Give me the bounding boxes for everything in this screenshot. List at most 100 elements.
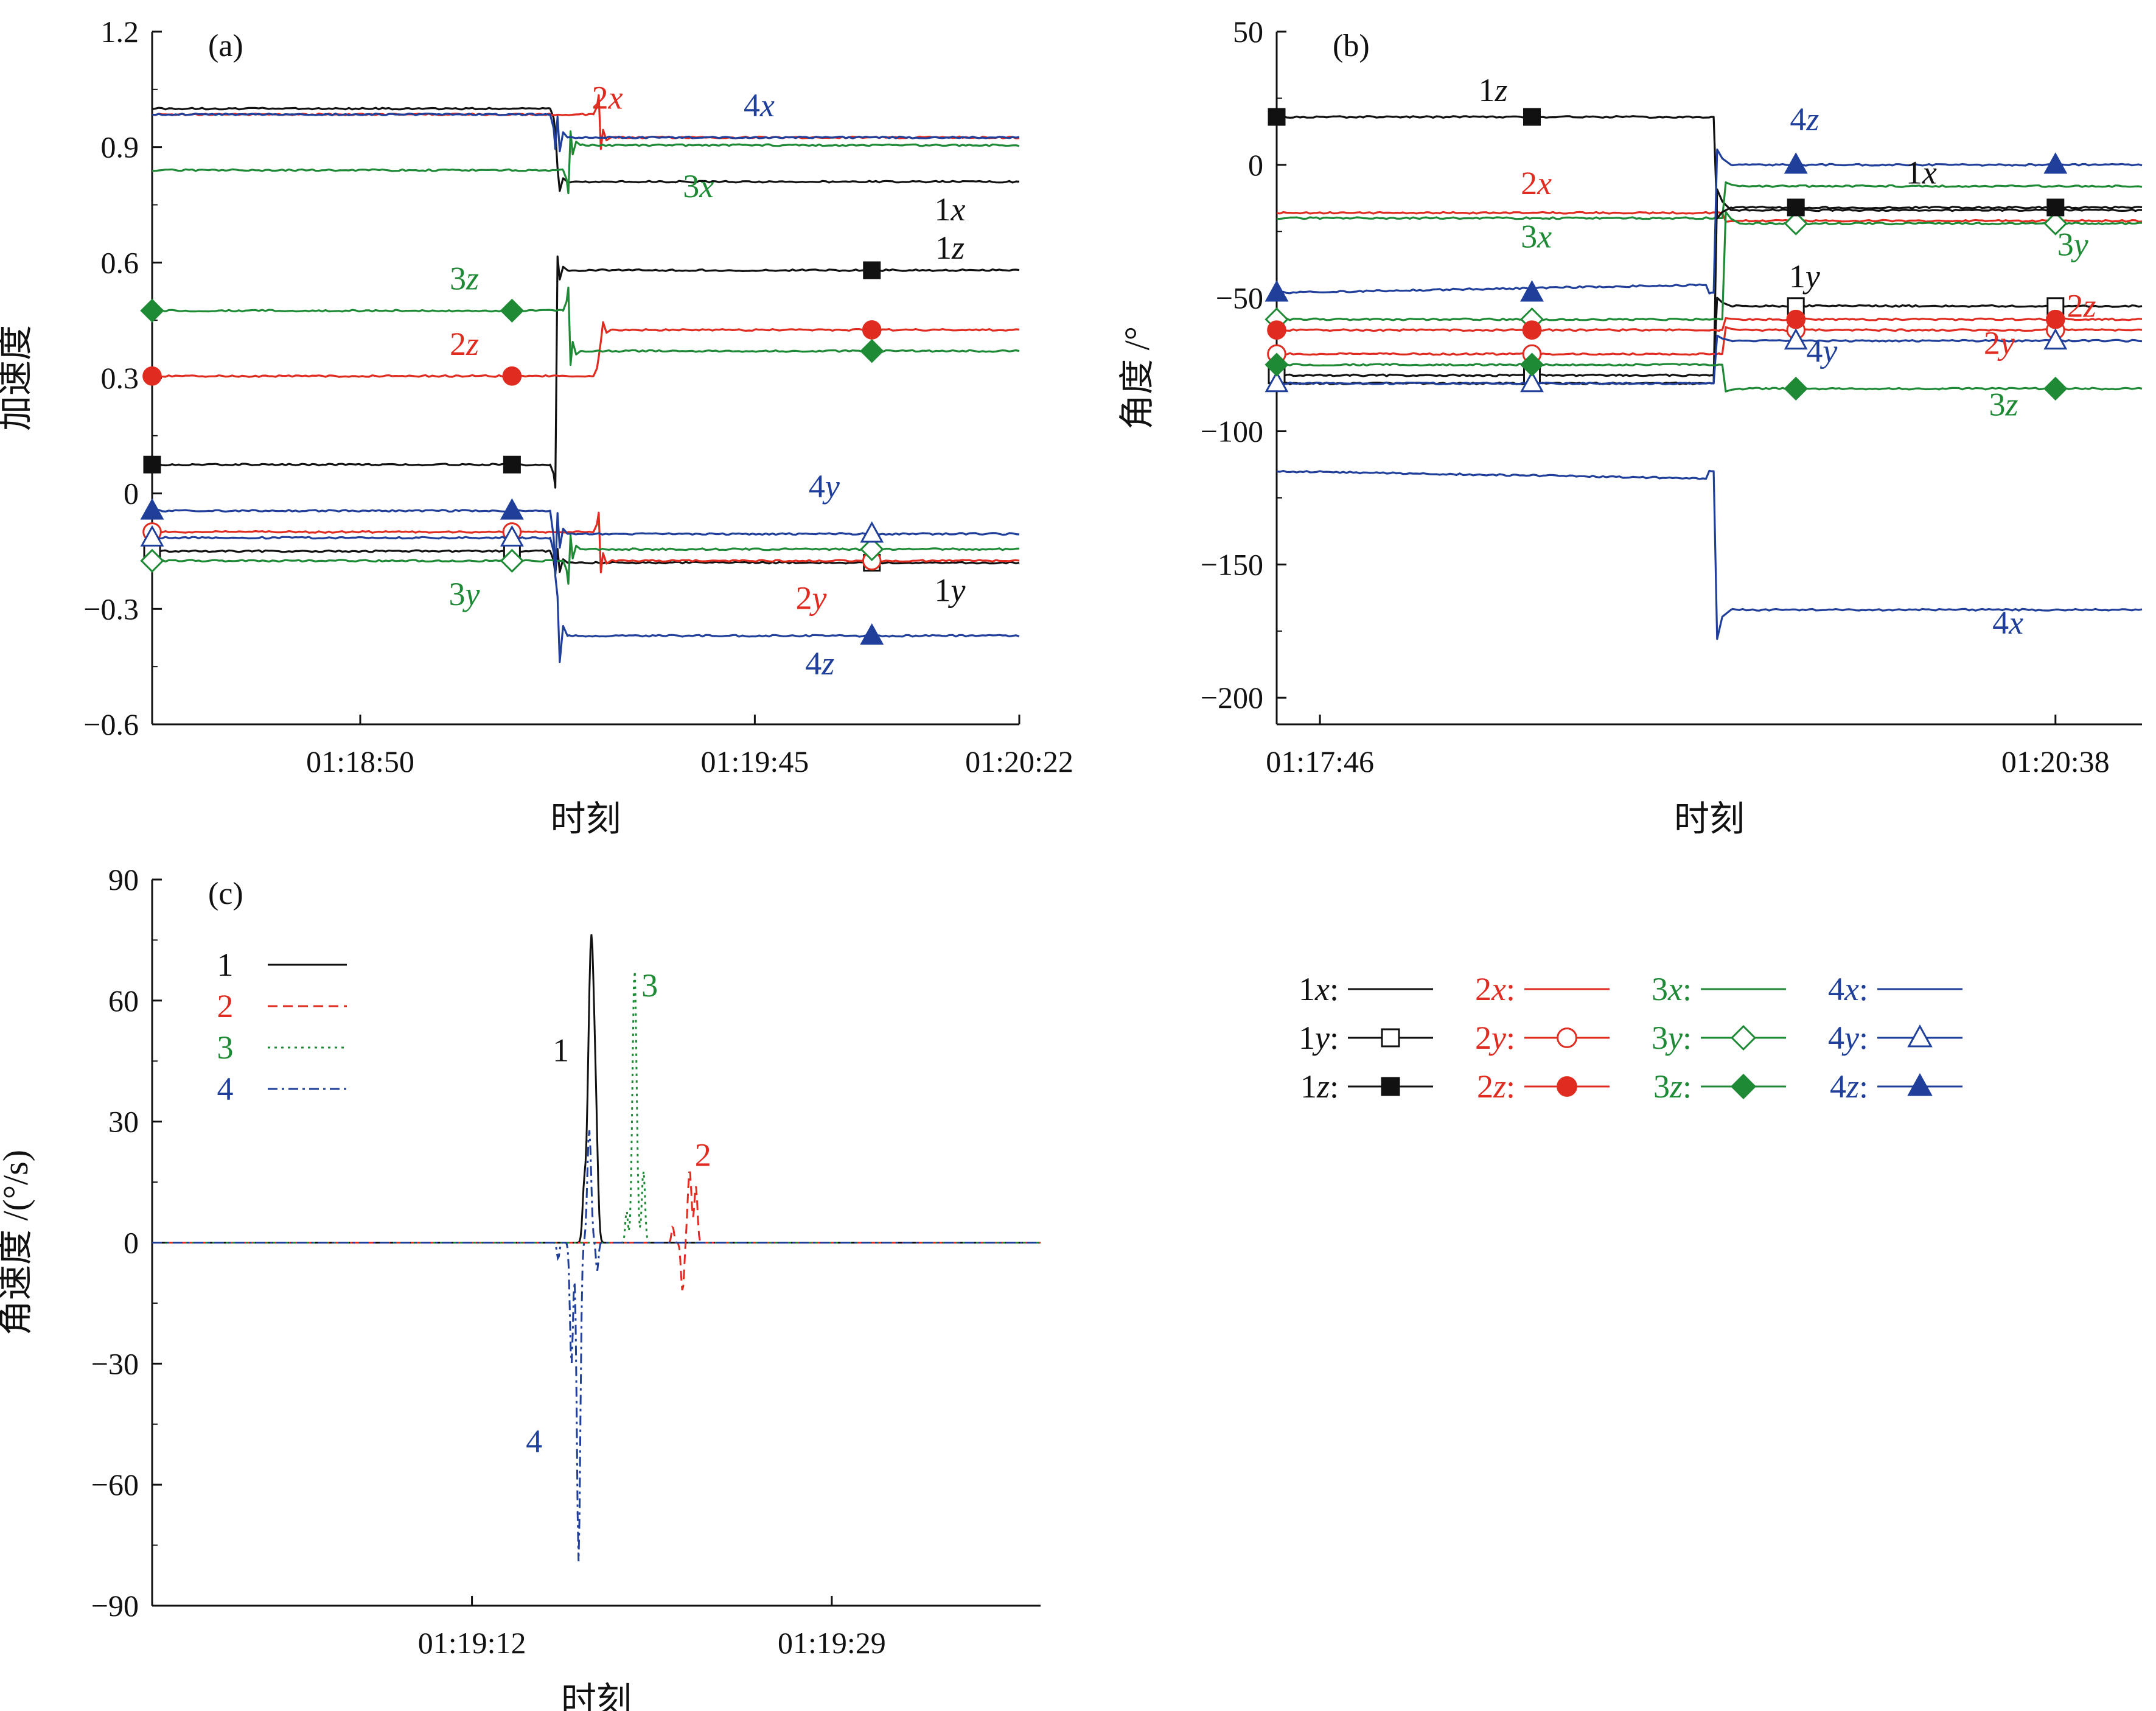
marker-4y (1784, 328, 1808, 350)
annotation-group: 1z 4z 2x 1x 3x 3y 1y 2z 2y 4y 3z 4x (1478, 72, 2096, 641)
marker-4y (1520, 371, 1544, 393)
y-tick-label: 1.2 (101, 15, 139, 49)
legend-label: 1 (217, 946, 234, 983)
marker-1z (2046, 198, 2065, 217)
y-tick-label: −30 (91, 1346, 139, 1380)
marker-1z (143, 455, 161, 474)
marker-3z (1784, 376, 1808, 401)
marker-2z (862, 320, 882, 340)
annotation-group: 1 3 2 4 (526, 967, 711, 1460)
marker-4z (860, 623, 884, 645)
series-label-2: 2 (695, 1137, 711, 1174)
x-tick-label: 01:17:46 (1266, 744, 1374, 779)
series-group (1265, 108, 2143, 640)
legend-label: 4x: (1828, 971, 1868, 1007)
marker-3y (140, 548, 164, 573)
y-tick-label: −60 (91, 1468, 139, 1502)
marker-4y (1265, 371, 1289, 393)
y-tick-label: 90 (108, 862, 139, 897)
series-line-3x (1276, 181, 2143, 220)
x-tick-label: 01:20:22 (965, 744, 1073, 779)
shared-legend: 1x: 2x: 3x: 4x: 1y: 2y: 3y: 4y: 1z: 2z: 3z: 4z: (1299, 971, 1962, 1105)
y-tick-label: 0 (124, 477, 139, 511)
series-line-1x (152, 107, 1020, 192)
legend-label: 1y: (1299, 1020, 1339, 1056)
series-line-4y (1276, 334, 2143, 385)
legend-marker (1381, 1077, 1400, 1096)
y-tick-label: 0 (1248, 148, 1263, 182)
y-tick-label: −90 (91, 1589, 139, 1623)
y-tick-label: 0.3 (101, 361, 139, 395)
series-label-3z: 3z (1989, 386, 2018, 422)
marker-4z (2043, 152, 2068, 174)
panel-a: 1.2 0.9 0.6 0.3 0 −0.3 −0.6 01:18:50 01:19:45 01:… (0, 15, 1073, 839)
series-line-4z (1276, 149, 2143, 295)
y-tick-label: 30 (108, 1105, 139, 1139)
series-label-2z: 2z (2067, 287, 2096, 324)
y-tick-label: −150 (1201, 547, 1263, 581)
marker-4z (1784, 152, 1808, 174)
series-label-1: 1 (553, 1032, 569, 1068)
series-line-2x (1276, 211, 2143, 223)
legend-label: 1x: (1299, 971, 1339, 1007)
series-label-3y: 3y (2057, 226, 2088, 263)
series-label-3: 3 (641, 967, 658, 1004)
panel-label: (b) (1333, 29, 1370, 63)
legend-marker (1730, 1073, 1757, 1100)
series-line-4x (1276, 469, 2143, 640)
series-label-4y: 4y (809, 468, 840, 505)
series-label-4y: 4y (1806, 333, 1837, 369)
marker-3z (2043, 376, 2068, 401)
marker-2z (2046, 309, 2065, 329)
series-label-4x: 4x (744, 87, 775, 124)
y-tick-label: 0.6 (101, 245, 139, 279)
marker-3y (860, 537, 884, 562)
series-group (152, 934, 1041, 1562)
marker-2z (1267, 320, 1286, 340)
series-label-4z: 4z (1790, 101, 1819, 138)
panel-label: (a) (208, 29, 243, 63)
legend-label: 3z: (1653, 1068, 1692, 1105)
marker-1z (1523, 108, 1541, 126)
y-tick-label: −50 (1216, 281, 1263, 315)
x-tick-label: 01:19:45 (700, 744, 809, 779)
marker-3z (1265, 352, 1289, 377)
marker-2z (1786, 309, 1805, 329)
series-line-2x (152, 94, 1020, 150)
y-tick-label: −0.6 (83, 707, 139, 741)
marker-2z (142, 366, 162, 386)
legend-marker (1557, 1076, 1577, 1097)
marker-4z (1265, 280, 1289, 302)
legend-label: 2z: (1477, 1068, 1515, 1105)
y-tick-label: 50 (1233, 15, 1263, 49)
series-label-4: 4 (526, 1423, 542, 1460)
legend-label: 1z: (1300, 1068, 1339, 1105)
series-label-1x: 1x (935, 191, 966, 228)
x-axis-title: 时刻 (550, 799, 621, 839)
marker-1z (503, 455, 521, 474)
series-label-2z: 2z (450, 326, 479, 362)
legend-marker (1907, 1024, 1933, 1048)
series-line-2z (1276, 317, 2143, 332)
marker-4y (860, 521, 884, 543)
series-label-4z: 4z (805, 645, 834, 682)
series-group (140, 94, 1020, 663)
series-label-2y: 2y (796, 579, 827, 616)
series-label-1y: 1y (1789, 258, 1820, 295)
y-tick-label: −200 (1201, 681, 1263, 715)
x-axis-title: 时刻 (561, 1681, 632, 1711)
legend-label: 2y: (1475, 1020, 1515, 1056)
series-line-4x (152, 112, 1020, 153)
y-tick-label: −100 (1201, 415, 1263, 449)
series-line-1z (1276, 115, 2143, 220)
series-line-3y (152, 534, 1020, 585)
y-axis-title: 角速度 /(°/s) (0, 1150, 35, 1335)
marker-4z (500, 498, 524, 520)
series-line-1z (152, 255, 1020, 489)
series-label-2x: 2x (592, 79, 623, 116)
series-line-3y (1276, 211, 2143, 321)
series-line-2y (1276, 326, 2143, 356)
marker-3z (860, 339, 884, 363)
